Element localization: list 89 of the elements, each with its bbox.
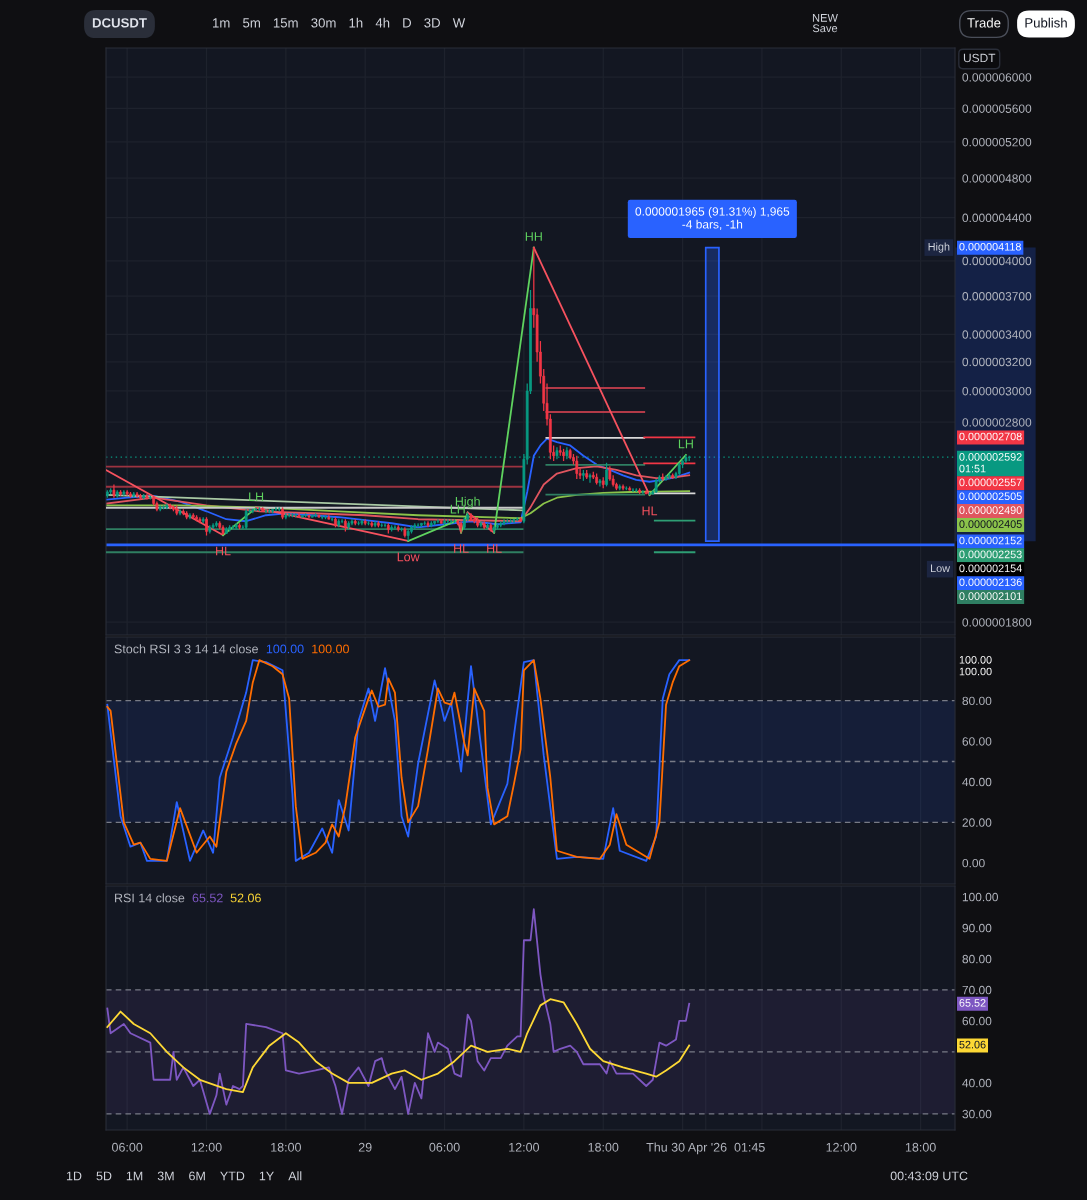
text: 52.06 [230,893,261,903]
data-label: LH [678,439,693,449]
data-label: HH [525,232,542,241]
text: 65.52 [959,999,986,1007]
text: NEW Save [812,14,838,33]
text: 0.000002405 [959,520,1022,528]
y-tick-label: 0.000003200 [962,357,1032,367]
series-label: 100.00 [266,644,304,654]
text: All [288,1171,302,1181]
y-tick-label: 60.00 [962,1016,992,1026]
y-tick-label: 0.000001800 [962,618,1032,627]
x-tick-label: 12:00 [826,1142,857,1152]
chart-title: DCUSDT [92,18,147,28]
text: 1h [349,17,363,28]
annotation: High [928,242,950,253]
x-tick-label: Thu 30 Apr '26 01:45 [646,1142,765,1155]
x-tick-label: 12:00 [191,1142,222,1152]
text: 0.000002557 [959,478,1022,487]
text: 100.00 [312,644,349,654]
y-tick-label: 70.00 [962,985,992,995]
y-tick-label: 0.000005200 [962,137,1032,147]
x-tick-label: 18:00 [588,1142,619,1152]
y-tick-label: 100.00 [962,892,999,902]
data-label: HL [454,544,469,553]
chart-title: Stoch RSI 3 3 14 14 close [114,644,258,654]
data-label: LH [249,492,264,501]
text: 4h [375,17,390,28]
y-tick-label: 0.000004400 [962,213,1032,223]
y-tick-label: 60.00 [962,737,992,746]
text: 0.000002505 [959,492,1022,501]
y-tick-label: 40.00 [962,1078,992,1088]
data-label: Low [397,552,420,562]
text: 1Y [259,1171,274,1181]
text: Trade [967,17,1001,28]
y-tick-label: 0.000002800 [962,418,1032,427]
text: YTD [220,1171,245,1181]
text: 0.000002154 [959,564,1022,573]
y-tick-label: 90.00 [962,923,992,933]
text: 52.06 [959,1040,986,1049]
x-tick-label: 18:00 [271,1142,301,1152]
y-tick-label: 0.000003400 [962,330,1032,339]
text: 0.000002708 [959,432,1022,441]
text: Publish [1025,17,1067,28]
y-tick-label: 0.000005600 [962,104,1032,113]
text: 0.000004118 [959,242,1021,251]
y-tick-label: 30.00 [962,1109,992,1119]
x-tick-label: 06:00 [112,1142,143,1152]
text: 5D [96,1171,112,1181]
text: W [452,18,466,28]
text: 1m [213,18,230,28]
y-tick-label: 0.000004800 [962,174,1032,183]
y-tick-label: 0.000003000 [962,386,1032,396]
x-tick-label: 06:00 [429,1142,460,1152]
text: 0.000002592 01:51 [959,453,1022,473]
text: D [403,18,412,28]
data-label: HL [487,544,502,553]
chart-title: RSI 14 close [115,893,185,903]
text: 0.000002152 [959,536,1022,545]
text: 1M [126,1171,143,1181]
text: 1D [66,1171,82,1181]
x-tick-label: 29 [358,1142,372,1152]
y-tick-label: 80.00 [962,954,992,964]
text: 0.000002101 [959,592,1022,600]
text: 5m [243,18,260,28]
data-label: HL [216,546,231,556]
text: 3M [157,1171,174,1181]
annotation: Low [931,564,951,573]
x-tick-label: 18:00 [905,1142,936,1152]
text: 00:43:09 UTC [890,1171,968,1181]
data-label: HL [642,506,658,516]
x-tick-label: 12:00 [509,1142,540,1152]
text: 0.000002490 [959,506,1022,515]
y-tick-label: 0.000003700 [962,292,1032,301]
y-tick-label: 0.00 [962,858,985,868]
text: 30m [311,18,336,28]
y-tick-label: 0.000006000 [962,73,1032,82]
text: 0.000002253 [959,550,1022,559]
annotation: 0.000001965 (91.31%) 1,965 -4 bars, -1h [635,206,790,230]
text: 3D [424,18,440,28]
text: 15m [273,18,298,28]
y-tick-label: 40.00 [962,777,992,787]
text: 0.000002136 [959,578,1022,587]
text: 65.52 [192,893,223,903]
y-axis-title: USDT [963,53,996,63]
y-tick-label: 80.00 [962,696,992,706]
y-tick-label: 0.000004000 [962,256,1032,266]
text: 100.00 100.00 [959,655,992,676]
text: 6M [189,1171,205,1181]
y-tick-label: 20.00 [962,818,992,827]
